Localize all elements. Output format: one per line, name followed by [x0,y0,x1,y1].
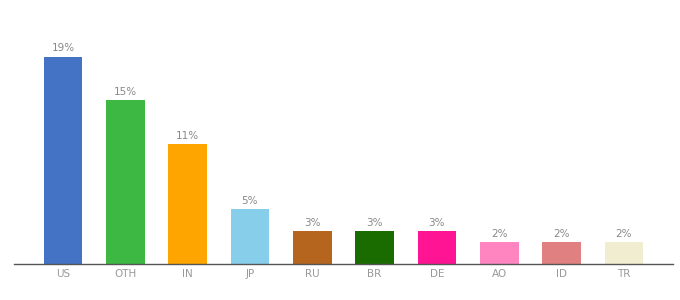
Text: 2%: 2% [491,229,507,239]
Bar [168,144,207,264]
Text: 3%: 3% [367,218,383,228]
Bar [605,242,643,264]
Text: 5%: 5% [241,196,258,206]
Bar [44,57,82,264]
Bar [355,231,394,264]
Bar [231,209,269,264]
Text: 3%: 3% [304,218,320,228]
Bar [106,100,145,264]
Bar [480,242,519,264]
Text: 15%: 15% [114,87,137,97]
Text: 2%: 2% [554,229,570,239]
Text: 2%: 2% [615,229,632,239]
Text: 19%: 19% [52,44,75,53]
Text: 11%: 11% [176,131,199,141]
Bar [293,231,332,264]
Text: 3%: 3% [428,218,445,228]
Bar [542,242,581,264]
Bar [418,231,456,264]
